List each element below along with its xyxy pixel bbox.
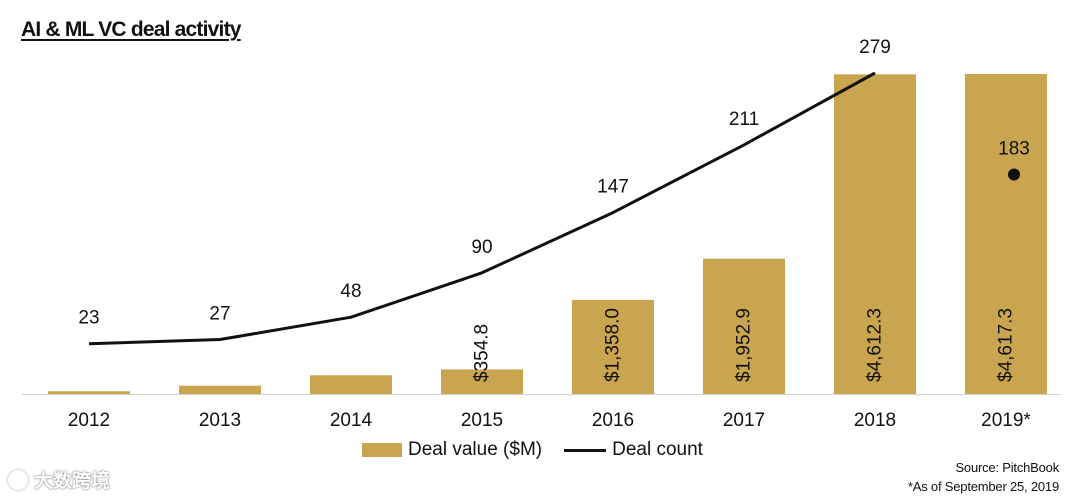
bar-2012 — [48, 391, 130, 394]
bar-2018 — [834, 74, 916, 394]
x-tick-label: 2016 — [592, 410, 634, 431]
deal-count-point — [1008, 168, 1020, 181]
bar-labels-layer: $354.8 $1,358.0 $1,952.9 $4,612.3 $4,617.3 — [472, 308, 1017, 382]
bar-2013 — [179, 385, 261, 394]
bars-layer — [48, 74, 1047, 394]
legend-bar-label: Deal value ($M) — [408, 439, 543, 460]
deal-count-label: 27 — [209, 303, 230, 324]
bar-2017 — [703, 258, 785, 394]
source-line: Source: PitchBook — [955, 460, 1059, 475]
x-tick-label: 2019* — [981, 410, 1031, 431]
x-tick-label: 2018 — [854, 410, 896, 431]
x-tick-label: 2015 — [461, 410, 503, 431]
deal-count-label: 211 — [729, 109, 759, 130]
legend-line-label: Deal count — [612, 439, 703, 460]
legend-bar-swatch — [362, 443, 402, 457]
chart-title: AI & ML VC deal activity — [21, 18, 241, 41]
legend-line-swatch — [564, 448, 607, 452]
watermark: 大数跨境 — [8, 466, 110, 493]
deal-count-label: 90 — [471, 237, 492, 258]
x-tick-label: 2012 — [68, 410, 110, 431]
deal-count-label: 279 — [859, 37, 891, 58]
bar-value-label: $4,617.3 — [996, 308, 1017, 382]
legend: Deal value ($M) Deal count — [362, 439, 703, 461]
footnote-line: *As of September 25, 2019 — [907, 479, 1059, 494]
bar-value-label: $1,952.9 — [734, 308, 755, 382]
watermark-text: 大数跨境 — [34, 471, 111, 492]
count-labels-layer: 23 27 48 90 147 211 279 183 — [78, 37, 1029, 329]
source-note: Source: PitchBook *As of September 25, 2… — [908, 458, 1059, 496]
points-layer — [1008, 168, 1020, 181]
deal-count-label: 183 — [998, 139, 1030, 160]
bar-2015 — [441, 369, 523, 394]
bar-2019* — [965, 74, 1047, 394]
bar-value-label: $1,358.0 — [603, 308, 624, 382]
deal-count-label: 48 — [340, 281, 361, 302]
bar-value-label: $354.8 — [472, 324, 493, 382]
deal-count-label: 23 — [78, 308, 99, 329]
x-tick-label: 2013 — [199, 410, 241, 431]
deal-count-line — [88, 71, 876, 346]
bar-2014 — [310, 375, 392, 394]
x-tick-label: 2017 — [723, 410, 765, 431]
x-tick-label: 2014 — [330, 410, 373, 431]
x-tick-labels: 2012 2013 2014 2015 2016 2017 2018 2019* — [68, 410, 1032, 431]
bar-2016 — [572, 299, 654, 394]
deal-count-label: 147 — [597, 177, 629, 198]
watermark-logo-icon — [8, 469, 28, 490]
bar-value-label: $4,612.3 — [865, 308, 886, 382]
